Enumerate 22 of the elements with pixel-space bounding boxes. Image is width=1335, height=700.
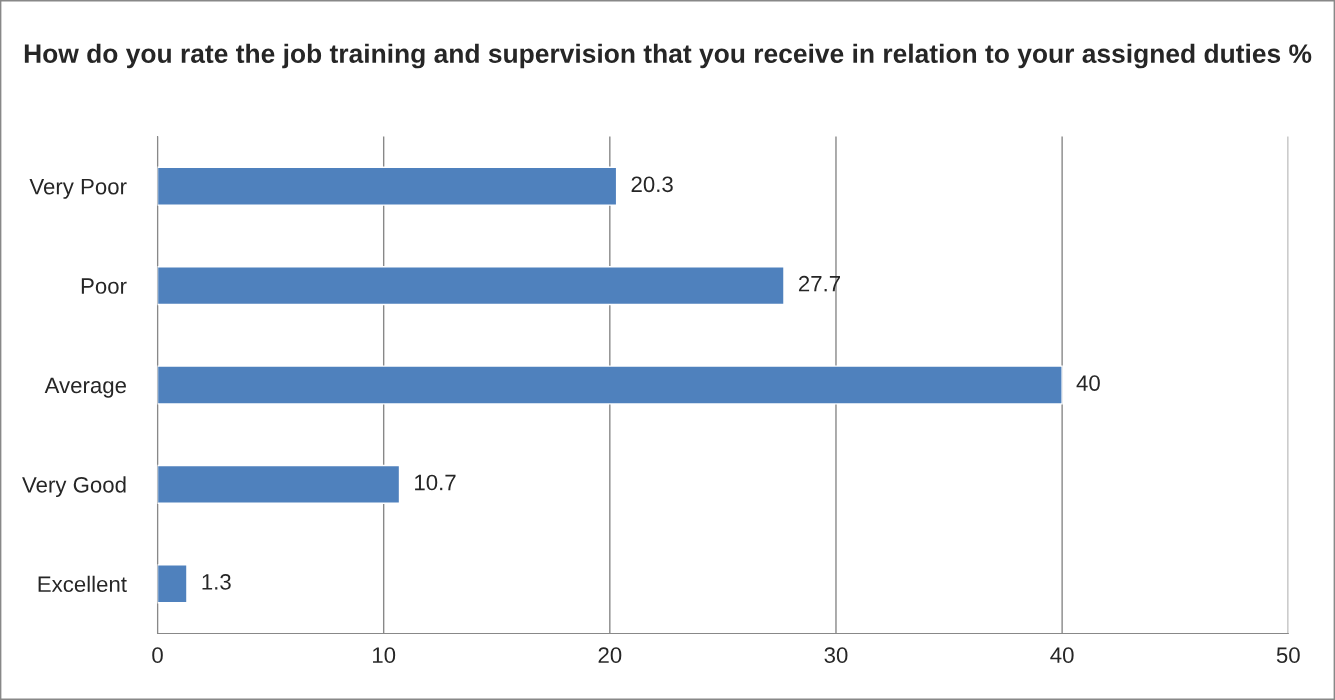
x-tick-label: 0	[152, 647, 163, 664]
y-tick-label: Poor	[81, 278, 127, 294]
data-label: 10.7	[415, 474, 456, 491]
data-label: 40	[1076, 375, 1100, 391]
x-tick-label: 50	[1276, 647, 1300, 664]
bar	[157, 464, 401, 504]
data-label: 27.7	[798, 275, 840, 292]
data-label: 1.3	[202, 574, 231, 590]
y-tick-label: Very Good	[22, 476, 126, 498]
bar	[157, 365, 1063, 405]
x-tick-label: 40	[1050, 647, 1074, 664]
y-tick-label: Very Poor	[29, 178, 127, 199]
x-tick-label: 30	[824, 647, 848, 664]
chart-title: How do you rate the job training and supervision that you receive in relation to your assigned duties %	[24, 43, 1312, 69]
x-tick-label: 20	[598, 647, 622, 664]
y-tick-label: Average	[44, 377, 126, 398]
bar	[157, 564, 188, 604]
bar	[157, 166, 618, 206]
x-tick-label: 10	[373, 647, 396, 664]
y-tick-label: Excellent	[38, 575, 127, 593]
bar	[157, 266, 785, 306]
data-label: 20.3	[631, 176, 673, 193]
